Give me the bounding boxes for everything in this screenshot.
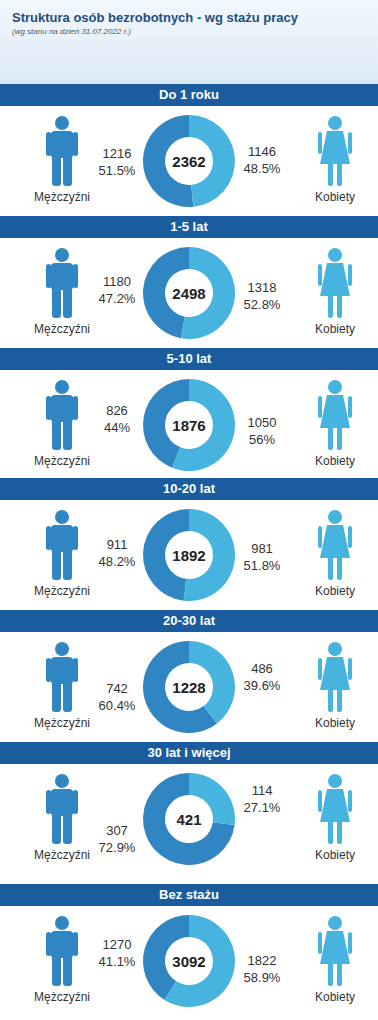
- html-text:Kobiety: Kobiety: [315, 322, 355, 336]
- svg-text:72.9%: 72.9%: [99, 840, 136, 855]
- svg-text:48.5%: 48.5%: [244, 161, 281, 176]
- html-text:20-30 lat: 20-30 lat: [163, 613, 215, 628]
- html-text:Mężczyźni: Mężczyźni: [34, 454, 90, 468]
- html-text:1-5 lat: 1-5 lat: [170, 219, 208, 234]
- html-text:Do 1 roku: Do 1 roku: [159, 87, 219, 102]
- svg-text:1270: 1270: [103, 937, 132, 952]
- svg-text:826: 826: [106, 403, 128, 418]
- svg-text:48.2%: 48.2%: [99, 554, 136, 569]
- html-text:Mężczyźni: Mężczyźni: [34, 584, 90, 598]
- svg-text:1228: 1228: [172, 679, 205, 696]
- svg-text:1822: 1822: [248, 953, 277, 968]
- svg-text:1180: 1180: [103, 274, 131, 289]
- html-text:Mężczyźni: Mężczyźni: [34, 990, 90, 1004]
- svg-text:486: 486: [251, 661, 273, 676]
- svg-text:742: 742: [106, 681, 128, 696]
- html-text:Struktura osób bezrobotnych -: Struktura osób bezrobotnych - wg stażu p…: [12, 10, 298, 25]
- svg-text:1876: 1876: [172, 417, 205, 434]
- html-text:Kobiety: Kobiety: [315, 716, 355, 730]
- svg-text:27.1%: 27.1%: [244, 800, 281, 815]
- svg-text:114: 114: [252, 783, 273, 798]
- svg-text:421: 421: [176, 811, 201, 828]
- html-text:Mężczyźni: Mężczyźni: [34, 848, 90, 862]
- svg-text:1318: 1318: [248, 280, 277, 295]
- svg-text:47.2%: 47.2%: [99, 291, 136, 306]
- html-text:Bez stażu: Bez stażu: [159, 887, 219, 902]
- html-text:Kobiety: Kobiety: [315, 990, 355, 1004]
- html-text:Mężczyźni: Mężczyźni: [34, 716, 90, 730]
- html-text:10-20 lat: 10-20 lat: [163, 481, 215, 496]
- svg-text:41.1%: 41.1%: [99, 954, 136, 969]
- svg-text:56%: 56%: [249, 432, 275, 447]
- svg-text:1892: 1892: [172, 547, 205, 564]
- svg-text:2498: 2498: [172, 285, 205, 302]
- svg-text:52.8%: 52.8%: [244, 297, 281, 312]
- svg-text:60.4%: 60.4%: [99, 698, 136, 713]
- svg-text:981: 981: [251, 541, 273, 556]
- svg-text:2362: 2362: [172, 153, 205, 170]
- html-text:5-10 lat: 5-10 lat: [166, 351, 212, 366]
- svg-text:51.8%: 51.8%: [244, 558, 281, 573]
- html-text:(wg stanu na dzień 31.07.2022: (wg stanu na dzień 31.07.2022 r.): [12, 27, 131, 36]
- svg-text:44%: 44%: [104, 420, 130, 435]
- svg-text:3092: 3092: [172, 953, 205, 970]
- svg-text:39.6%: 39.6%: [244, 678, 281, 693]
- svg-text:911: 911: [107, 537, 128, 552]
- html-text:Mężczyźni: Mężczyźni: [34, 322, 90, 336]
- svg-text:51.5%: 51.5%: [99, 163, 136, 178]
- html-text:Kobiety: Kobiety: [315, 848, 355, 862]
- svg-text:307: 307: [106, 823, 128, 838]
- svg-text:58.9%: 58.9%: [244, 970, 281, 985]
- html-text:Kobiety: Kobiety: [315, 584, 355, 598]
- html-text:Kobiety: Kobiety: [315, 454, 355, 468]
- html-text:Mężczyźni: Mężczyźni: [34, 190, 90, 204]
- svg-text:1146: 1146: [248, 144, 276, 159]
- svg-text:1216: 1216: [103, 146, 132, 161]
- svg-text:1050: 1050: [248, 415, 277, 430]
- html-text:Kobiety: Kobiety: [315, 190, 355, 204]
- html-text:30 lat i więcej: 30 lat i więcej: [147, 745, 231, 760]
